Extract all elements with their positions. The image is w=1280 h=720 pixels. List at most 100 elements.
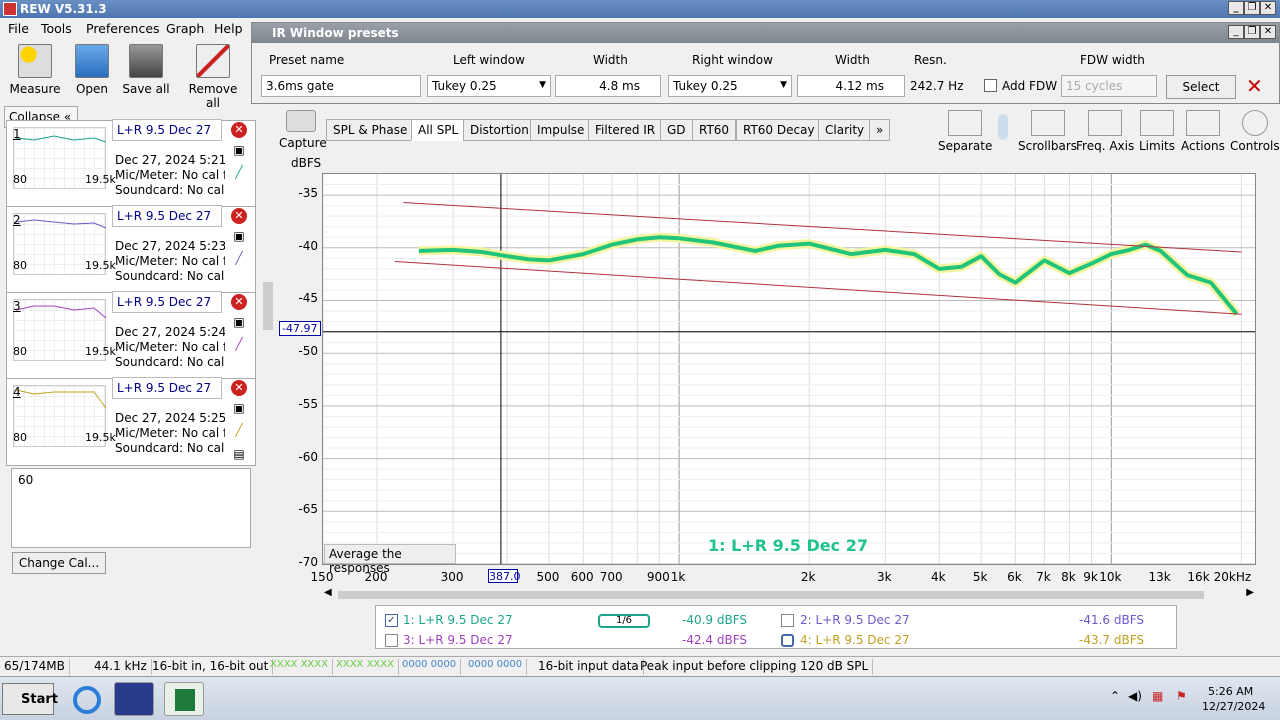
- tray-expand-icon[interactable]: ⌃: [1110, 689, 1121, 703]
- trace-color-icon[interactable]: ╱: [235, 165, 243, 179]
- measure-button[interactable]: Measure: [5, 44, 65, 96]
- tab-all-spl[interactable]: All SPL: [411, 119, 466, 141]
- legend-checkbox-1[interactable]: ✓: [385, 614, 398, 627]
- legend-checkbox-4[interactable]: [781, 634, 794, 647]
- menu-tools[interactable]: Tools: [41, 21, 72, 36]
- menu-help[interactable]: Help: [214, 21, 243, 36]
- ir-minimize-button[interactable]: _: [1228, 25, 1244, 39]
- ir-close-button[interactable]: ✕: [1260, 25, 1276, 39]
- preset-name-input[interactable]: 3.6ms gate: [261, 75, 421, 97]
- tab-clarity[interactable]: Clarity: [818, 119, 872, 141]
- legend-checkbox-2[interactable]: [781, 614, 794, 627]
- average-responses-button[interactable]: Average the responses: [324, 544, 456, 575]
- measurement-date: Dec 27, 2024 5:23:: [115, 239, 225, 253]
- measurement-name-field[interactable]: L+R 9.5 Dec 27: [112, 119, 222, 141]
- change-cal-button[interactable]: Change Cal...: [12, 552, 106, 574]
- notes-field[interactable]: 60: [11, 468, 251, 548]
- scroll-right-icon[interactable]: ▶: [1246, 587, 1254, 598]
- menu-file[interactable]: File: [8, 21, 29, 36]
- restore-button[interactable]: ❐: [1244, 1, 1260, 15]
- tab-distortion[interactable]: Distortion: [463, 119, 536, 141]
- volume-icon[interactable]: ◀): [1128, 689, 1142, 703]
- save-measurement-icon[interactable]: ▣: [233, 401, 245, 415]
- y-tick-label: -40: [298, 238, 318, 253]
- separation-slider[interactable]: [998, 114, 1008, 140]
- spl-chart[interactable]: [322, 174, 1255, 565]
- camera-icon[interactable]: [286, 110, 316, 132]
- remove-measurement-icon[interactable]: ✕: [231, 380, 247, 396]
- add-fdw-checkbox[interactable]: [984, 79, 997, 92]
- save-measurement-icon[interactable]: ▣: [233, 229, 245, 243]
- width-spinner[interactable]: 4.8 ms: [555, 75, 661, 97]
- tabs-more[interactable]: »: [869, 119, 891, 141]
- menu-preferences[interactable]: Preferences: [86, 21, 160, 36]
- remove-measurement-icon[interactable]: ✕: [231, 122, 247, 138]
- measurement-name-field[interactable]: L+R 9.5 Dec 27: [112, 377, 222, 399]
- controls-button[interactable]: Controls: [1230, 110, 1280, 153]
- trace-color-icon[interactable]: ╱: [235, 337, 243, 351]
- clock-time[interactable]: 5:26 AM: [1208, 685, 1254, 698]
- rew-app-icon[interactable]: [114, 682, 154, 716]
- panel-scrollbar[interactable]: [263, 282, 273, 330]
- x-tick-label: 500: [536, 570, 560, 584]
- measure-icon: [18, 44, 52, 78]
- measurement-panel-4[interactable]: 4 80 19.5k L+R 9.5 Dec 27 ✕ Dec 27, 2024…: [6, 377, 256, 466]
- tab-filtered-ir[interactable]: Filtered IR: [588, 119, 663, 141]
- measurement-name-field[interactable]: L+R 9.5 Dec 27: [112, 205, 222, 227]
- legend-label-2: 2: L+R 9.5 Dec 27: [800, 613, 910, 627]
- scroll-thumb[interactable]: [338, 591, 1204, 599]
- measurement-thumbnail[interactable]: [13, 213, 107, 275]
- network-icon[interactable]: ▦: [1152, 689, 1164, 703]
- legend-checkbox-3[interactable]: [385, 634, 398, 647]
- close-button[interactable]: ✕: [1260, 1, 1276, 15]
- info-icon[interactable]: ▤: [233, 447, 245, 461]
- separate-button[interactable]: Separate: [938, 110, 992, 153]
- save-measurement-icon[interactable]: ▣: [233, 143, 245, 157]
- spl-plot-area[interactable]: [322, 173, 1256, 565]
- open-button[interactable]: Open: [62, 44, 122, 96]
- left-window-select[interactable]: Tukey 0.25: [427, 75, 551, 97]
- resolution-value: 242.7 Hz: [910, 79, 964, 93]
- trace-color-icon[interactable]: ╱: [235, 423, 243, 437]
- capture-label[interactable]: Capture: [279, 136, 327, 150]
- tab-impulse[interactable]: Impulse: [530, 119, 592, 141]
- graph-hscrollbar[interactable]: ◀ ▶: [322, 587, 1256, 601]
- measurement-thumbnail[interactable]: [13, 385, 107, 447]
- tab-spl-phase[interactable]: SPL & Phase: [326, 119, 415, 141]
- trace-color-icon[interactable]: ╱: [235, 251, 243, 265]
- measurement-number: 3: [13, 299, 21, 313]
- select-button[interactable]: Select: [1166, 75, 1236, 99]
- fdw-width-spinner[interactable]: 15 cycles: [1061, 75, 1157, 97]
- scrollbars-button[interactable]: Scrollbars: [1018, 110, 1077, 153]
- smoothing-selector[interactable]: 1/6: [598, 614, 650, 628]
- minimize-button[interactable]: _: [1228, 1, 1244, 15]
- main-toolbar: Measure Open Save all Remove all: [0, 40, 250, 110]
- width-spinner-2[interactable]: 4.12 ms: [797, 75, 905, 97]
- close-x-icon[interactable]: ✕: [1246, 74, 1263, 98]
- right-window-select[interactable]: Tukey 0.25: [668, 75, 792, 97]
- menu-graph[interactable]: Graph: [166, 21, 205, 36]
- ir-restore-button[interactable]: ❐: [1244, 25, 1260, 39]
- remove-measurement-icon[interactable]: ✕: [231, 208, 247, 224]
- action-center-icon[interactable]: ⚑: [1176, 689, 1187, 703]
- scroll-left-icon[interactable]: ◀: [324, 587, 332, 598]
- measurement-thumbnail[interactable]: [13, 299, 107, 361]
- ie-icon[interactable]: [66, 682, 106, 716]
- tab-rt60-decay[interactable]: RT60 Decay: [736, 119, 822, 141]
- save-all-button[interactable]: Save all: [116, 44, 176, 96]
- freq-axis-button[interactable]: Freq. Axis: [1076, 110, 1134, 153]
- measurement-name-field[interactable]: L+R 9.5 Dec 27: [112, 291, 222, 313]
- clock-date[interactable]: 12/27/2024: [1202, 700, 1266, 713]
- measurement-panel-1[interactable]: 1 80 19.5k L+R 9.5 Dec 27 ✕ Dec 27, 2024…: [6, 119, 256, 238]
- y-axis-unit: dBFS: [291, 156, 322, 170]
- tab-rt60[interactable]: RT60: [692, 119, 737, 141]
- remove-measurement-icon[interactable]: ✕: [231, 294, 247, 310]
- limits-button[interactable]: Limits: [1139, 110, 1175, 153]
- excel-icon[interactable]: [164, 682, 204, 716]
- save-measurement-icon[interactable]: ▣: [233, 315, 245, 329]
- start-button[interactable]: Start: [2, 683, 58, 715]
- actions-button[interactable]: Actions: [1181, 110, 1225, 153]
- remove-all-button[interactable]: Remove all: [183, 44, 243, 110]
- measurement-thumbnail[interactable]: [13, 127, 107, 189]
- tab-gd[interactable]: GD: [660, 119, 693, 141]
